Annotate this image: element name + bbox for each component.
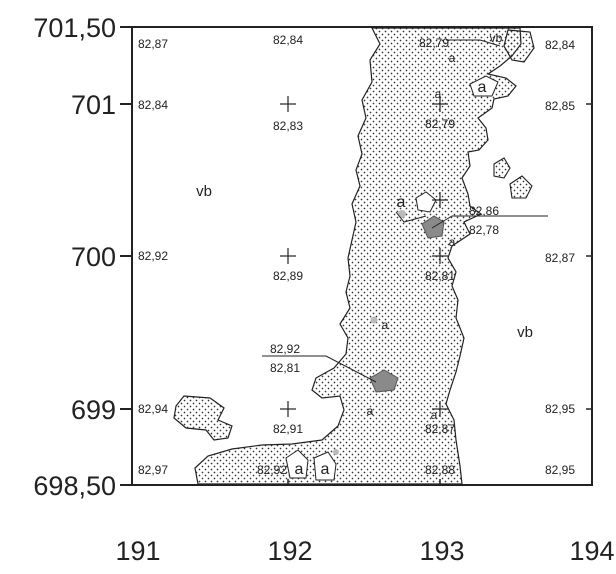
stippled-left-patch	[173, 395, 233, 441]
zone-label: vb	[517, 324, 533, 341]
elevation-label: 82,89	[273, 269, 303, 283]
elevation-label: 82,84	[273, 33, 303, 47]
marker-a: a	[449, 235, 456, 249]
x-label: 193	[419, 536, 464, 566]
elevation-label: 82,79	[419, 36, 449, 50]
leader-top	[446, 39, 501, 47]
zone-label: vb	[490, 31, 503, 45]
elevation-label: 82,81	[270, 361, 300, 375]
marker-a: a	[431, 408, 438, 422]
elevation-label: 82,85	[545, 99, 575, 113]
stippled-top-right-patch	[503, 29, 535, 63]
x-label: 191	[115, 536, 160, 566]
pocket-a-bottom-1	[285, 449, 309, 479]
elevation-label: 82,91	[273, 422, 303, 436]
elevation-label: 82,79	[425, 117, 455, 131]
elevation-label: 82,83	[273, 119, 303, 133]
elevation-label: 82,87	[425, 422, 455, 436]
pocket-a-bottom-2	[313, 451, 337, 481]
elevation-label: 82,92	[138, 249, 168, 263]
leader-r2-lower	[395, 211, 427, 223]
light-spot-3	[333, 449, 339, 455]
zone-label: vb	[196, 183, 212, 200]
elevation-label: 82,84	[545, 38, 575, 52]
elevation-label: 82,92	[257, 463, 287, 477]
gray-patch-lower	[369, 369, 399, 393]
y-label: 701,50	[33, 13, 116, 43]
elevation-label: 82,87	[138, 37, 168, 51]
elevation-label: 82,78	[469, 223, 499, 237]
x-label: 192	[267, 536, 312, 566]
stippled-islet-1	[493, 157, 511, 179]
elevation-label: 82,95	[545, 402, 575, 416]
pocket-a-mid	[415, 191, 437, 213]
marker-a: a	[449, 51, 456, 65]
elevation-label: 82,95	[545, 463, 575, 477]
light-spot-1	[398, 210, 406, 218]
x-label: 194	[569, 536, 614, 566]
marker-a: a	[478, 79, 487, 96]
elevation-label: 82,97	[138, 463, 168, 477]
y-label: 698,50	[33, 471, 116, 501]
leader-r2	[431, 215, 548, 229]
stippled-main-band	[194, 27, 522, 485]
stippled-islet-2	[509, 175, 533, 199]
elevation-label: 82,86	[469, 204, 499, 218]
y-label: 700	[71, 242, 116, 272]
elevation-label: 82,94	[138, 402, 168, 416]
marker-a: a	[397, 194, 406, 211]
marker-a: a	[295, 461, 304, 478]
leader-r4	[262, 355, 377, 383]
elevation-label: 82,87	[545, 251, 575, 265]
light-spot-2	[370, 316, 378, 324]
marker-a: a	[367, 404, 374, 418]
marker-a: a	[321, 461, 330, 478]
pocket-a-top	[469, 75, 499, 97]
elevation-label: 82,81	[425, 269, 455, 283]
elevation-label: 82,92	[270, 342, 300, 356]
elevation-label: 82,84	[138, 98, 168, 112]
marker-a: a	[382, 318, 389, 332]
y-label: 701	[71, 90, 116, 120]
elevation-label: 82,88	[425, 463, 455, 477]
survey-cross	[280, 96, 448, 417]
y-label: 699	[71, 395, 116, 425]
marker-a: a	[435, 87, 442, 101]
